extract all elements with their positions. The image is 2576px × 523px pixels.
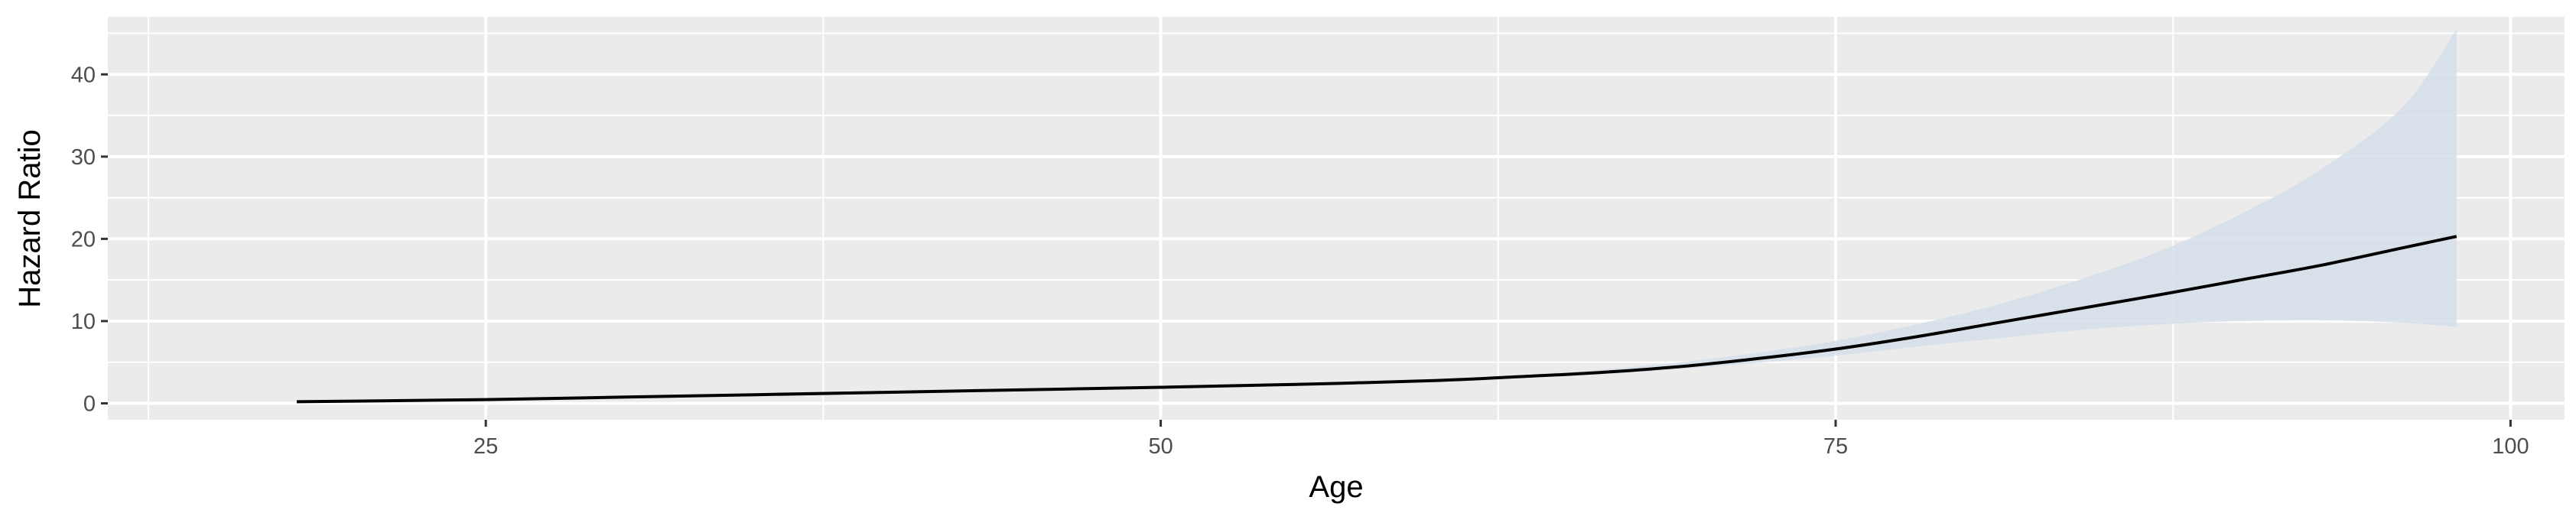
confidence-band-layer bbox=[1511, 29, 2457, 379]
y-tick-label: 0 bbox=[83, 391, 96, 416]
hazard-line-layer bbox=[297, 235, 2457, 404]
x-tick-label: 75 bbox=[1823, 434, 1848, 459]
hazard-ratio-line bbox=[297, 235, 2457, 404]
plot-panel bbox=[108, 17, 2565, 420]
x-axis-title: Age bbox=[1309, 470, 1363, 504]
y-tick-label: 40 bbox=[71, 63, 96, 87]
x-axis: 25 50 75 100 bbox=[473, 420, 2529, 459]
confidence-band bbox=[1511, 29, 2457, 379]
y-axis: 0 10 20 30 40 bbox=[71, 63, 108, 416]
x-tick-label: 25 bbox=[473, 434, 498, 459]
x-tick-label: 100 bbox=[2492, 434, 2529, 459]
y-axis-title: Hazard Ratio bbox=[13, 129, 47, 307]
y-tick-label: 30 bbox=[71, 145, 96, 170]
x-tick-label: 50 bbox=[1148, 434, 1173, 459]
y-tick-label: 20 bbox=[71, 227, 96, 252]
y-tick-label: 10 bbox=[71, 310, 96, 334]
